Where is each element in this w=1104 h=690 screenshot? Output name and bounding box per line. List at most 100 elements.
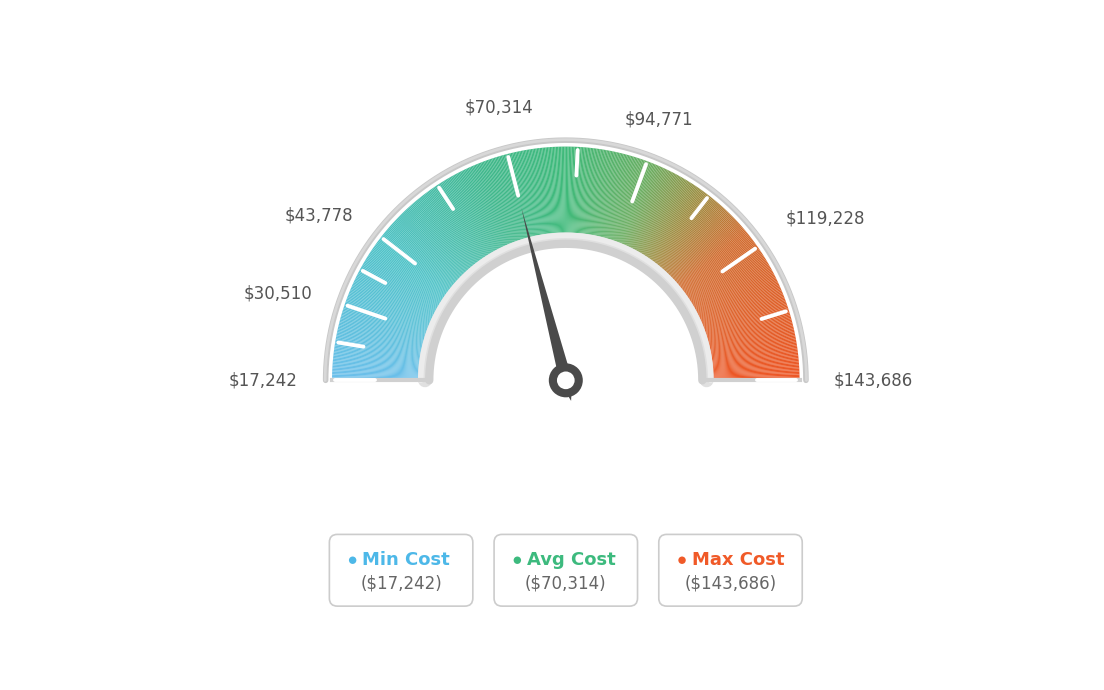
Wedge shape [372,248,449,302]
Wedge shape [549,147,556,240]
Wedge shape [374,246,450,299]
Wedge shape [386,229,458,290]
Wedge shape [596,152,617,243]
Wedge shape [609,158,639,247]
Wedge shape [701,317,792,343]
Wedge shape [691,274,775,317]
Wedge shape [666,216,733,282]
Wedge shape [705,351,798,364]
Wedge shape [423,195,480,269]
Wedge shape [679,241,754,297]
Wedge shape [630,172,675,256]
Wedge shape [571,147,574,239]
Wedge shape [426,192,482,268]
Wedge shape [434,186,487,264]
Wedge shape [519,151,539,242]
Wedge shape [551,147,558,240]
Wedge shape [365,259,446,308]
Wedge shape [611,159,640,247]
Wedge shape [641,183,692,262]
Wedge shape [587,149,603,241]
Wedge shape [707,364,799,371]
Wedge shape [446,179,495,259]
Wedge shape [676,234,749,293]
Wedge shape [668,220,737,284]
Wedge shape [510,153,533,244]
Wedge shape [698,297,785,331]
Wedge shape [352,284,437,323]
Wedge shape [645,186,698,264]
Wedge shape [347,297,434,331]
Wedge shape [701,315,790,342]
Wedge shape [607,157,637,246]
FancyBboxPatch shape [329,534,473,606]
Wedge shape [338,325,429,348]
Wedge shape [659,206,723,276]
Wedge shape [488,159,520,248]
Wedge shape [581,148,592,240]
Wedge shape [705,358,798,368]
Wedge shape [704,338,796,355]
Wedge shape [577,148,586,240]
Wedge shape [673,230,746,290]
Wedge shape [425,193,481,268]
Wedge shape [583,148,596,241]
Wedge shape [647,190,702,266]
Wedge shape [670,222,740,286]
Wedge shape [688,264,769,311]
Wedge shape [606,156,634,246]
Wedge shape [335,346,426,361]
Wedge shape [498,156,526,246]
Wedge shape [643,184,693,262]
Wedge shape [521,150,540,242]
Wedge shape [512,152,534,244]
Wedge shape [584,148,598,241]
Wedge shape [675,231,747,291]
Wedge shape [687,262,767,309]
Wedge shape [391,225,460,287]
Wedge shape [696,290,782,327]
Wedge shape [531,149,545,241]
Wedge shape [615,161,649,249]
Wedge shape [692,277,776,319]
Wedge shape [344,302,433,334]
Wedge shape [564,146,565,239]
Wedge shape [471,166,510,251]
FancyBboxPatch shape [495,534,637,606]
Wedge shape [658,204,721,275]
Wedge shape [661,208,724,277]
Wedge shape [704,344,797,359]
Wedge shape [363,263,444,310]
Wedge shape [444,180,493,260]
Wedge shape [687,260,767,308]
Wedge shape [412,203,474,274]
Wedge shape [654,197,712,270]
Wedge shape [508,154,532,244]
Wedge shape [648,190,703,266]
Wedge shape [707,368,799,374]
Wedge shape [545,148,554,240]
Wedge shape [701,318,792,344]
Wedge shape [666,215,732,282]
Wedge shape [701,313,789,340]
Wedge shape [408,206,473,276]
Wedge shape [705,357,798,367]
Wedge shape [424,194,481,268]
Wedge shape [637,179,686,259]
Wedge shape [661,209,725,277]
Wedge shape [617,162,651,249]
Wedge shape [620,165,657,250]
Wedge shape [677,236,751,294]
Wedge shape [360,269,442,314]
Wedge shape [690,269,772,314]
Wedge shape [583,148,595,241]
Wedge shape [428,190,484,266]
Wedge shape [599,153,623,244]
Wedge shape [631,173,676,256]
Wedge shape [576,147,585,240]
Wedge shape [354,278,439,319]
Wedge shape [627,170,669,254]
Wedge shape [693,282,778,322]
Wedge shape [337,332,428,352]
Wedge shape [662,211,728,279]
